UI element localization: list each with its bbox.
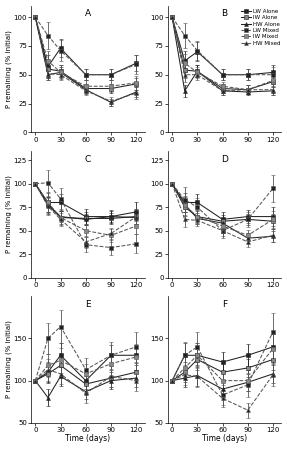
Text: D: D: [221, 154, 228, 163]
Y-axis label: P remaining (% initial): P remaining (% initial): [5, 30, 12, 108]
Text: A: A: [85, 9, 91, 18]
X-axis label: Time (days): Time (days): [65, 435, 110, 444]
Y-axis label: P remaining (% initial): P remaining (% initial): [5, 321, 12, 398]
Legend: LW Alone, IW Alone, HW Alone, LW Mixed, IW Mixed, HW Mixed: LW Alone, IW Alone, HW Alone, LW Mixed, …: [241, 9, 281, 46]
Text: E: E: [85, 300, 91, 309]
Text: C: C: [85, 154, 91, 163]
Text: B: B: [222, 9, 228, 18]
Text: F: F: [222, 300, 227, 309]
Y-axis label: P remaining (% initial): P remaining (% initial): [5, 175, 12, 253]
X-axis label: Time (days): Time (days): [202, 435, 247, 444]
